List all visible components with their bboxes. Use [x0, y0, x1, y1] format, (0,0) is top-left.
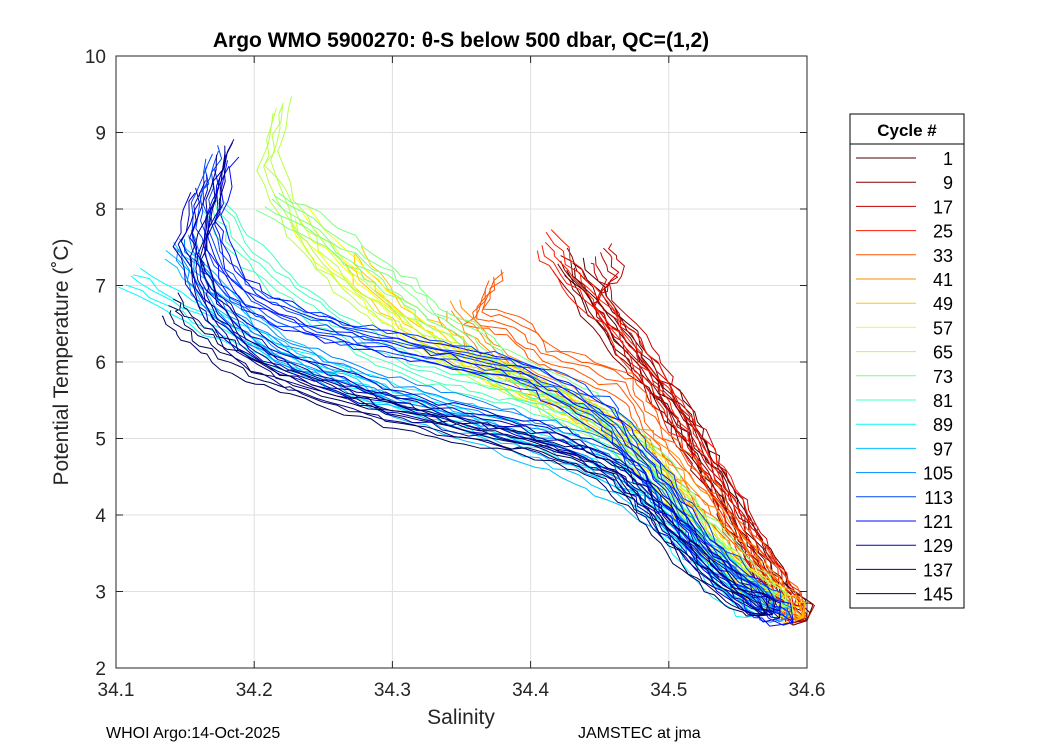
- x-axis-label: Salinity: [427, 706, 495, 729]
- series-line-cycle-25: [545, 231, 805, 619]
- series-lines: [118, 96, 815, 627]
- y-tick-label: 10: [85, 47, 106, 68]
- series-line-cycle-129: [189, 180, 781, 619]
- series-line-cycle-25: [541, 245, 805, 619]
- y-tick-label: 4: [95, 506, 106, 527]
- series-line-cycle-73: [271, 198, 787, 609]
- series-line-cycle-129: [191, 174, 781, 619]
- y-tick-label: 8: [95, 200, 106, 221]
- series-line-cycle-33: [482, 269, 805, 619]
- series-line-cycle-17: [596, 252, 808, 620]
- legend-label: 121: [923, 512, 953, 532]
- legend-label: 113: [924, 488, 953, 508]
- series-line-cycle-121: [214, 160, 794, 623]
- series-line-cycle-25: [550, 229, 805, 619]
- series-line-cycle-121: [214, 165, 794, 623]
- x-tick-label: 34.6: [789, 680, 826, 701]
- y-tick-label: 3: [95, 583, 106, 604]
- legend-label: 41: [933, 270, 953, 290]
- series-line-cycle-89: [118, 286, 759, 618]
- series-line-cycle-137: [195, 151, 773, 615]
- legend-label: 73: [933, 367, 953, 387]
- series-line-cycle-145: [172, 298, 766, 615]
- legend-label: 65: [933, 343, 953, 363]
- y-axis-label: Potential Temperature (˚C): [50, 238, 73, 485]
- legend-label: 1: [943, 149, 953, 169]
- legend-box: [849, 113, 965, 609]
- y-tick-label: 6: [95, 353, 106, 374]
- legend-label: 89: [933, 415, 953, 435]
- series-line-cycle-145: [177, 292, 770, 615]
- series-line-cycle-137: [189, 154, 773, 617]
- legend-label: 9: [943, 173, 953, 193]
- series-line-cycle-129: [180, 187, 780, 619]
- series-line-cycle-137: [204, 139, 777, 615]
- series-line-cycle-129: [172, 192, 780, 623]
- series-line-cycle-113: [195, 158, 780, 612]
- series-line-cycle-41: [459, 299, 806, 618]
- series-line-cycle-25: [536, 250, 805, 621]
- y-tick-label: 9: [95, 124, 106, 145]
- series-line-cycle-33: [476, 276, 805, 619]
- series-line-cycle-73: [278, 192, 788, 609]
- y-tick-label: 7: [95, 277, 106, 298]
- series-line-cycle-33: [481, 272, 805, 619]
- legend-label: 25: [933, 222, 953, 242]
- chart-title: Argo WMO 5900270: θ-S below 500 dbar, QC…: [213, 29, 709, 52]
- axis-ticks: 34.1 34.2 34.3 34.4 34.5 34.6 2 3 4 5 6 7 8 9 10: [85, 47, 826, 701]
- legend-label: 57: [933, 318, 953, 338]
- footer-credit: JAMSTEC at jma: [578, 725, 701, 742]
- y-tick-label: 2: [95, 659, 106, 680]
- legend-entries: 1 9 17 25 33 41 49 57 65 73 81 89 97 105 113 121 129 137 1…: [856, 149, 953, 605]
- legend-label: 97: [933, 439, 953, 459]
- series-line-cycle-145: [168, 305, 766, 615]
- series-line-cycle-113: [202, 150, 780, 611]
- series-line-cycle-145: [169, 310, 766, 615]
- x-tick-label: 34.5: [650, 680, 687, 701]
- footer-source-date: WHOI Argo:14-Oct-2025: [106, 725, 281, 742]
- x-tick-label: 34.4: [512, 680, 549, 701]
- legend-label: 33: [933, 246, 953, 266]
- y-tick-label: 5: [95, 430, 106, 451]
- series-line-cycle-121: [203, 169, 794, 627]
- x-tick-label: 34.1: [98, 680, 135, 701]
- legend-label: 17: [933, 197, 953, 217]
- x-tick-label: 34.3: [374, 680, 411, 701]
- legend-label: 81: [933, 391, 953, 411]
- legend-label: 49: [933, 294, 953, 314]
- legend-title: Cycle #: [877, 121, 937, 140]
- series-line-cycle-33: [472, 280, 805, 619]
- x-tick-label: 34.2: [236, 680, 273, 701]
- legend-label: 145: [923, 585, 953, 605]
- series-line-cycle-121: [220, 156, 794, 623]
- series-line-cycle-145: [161, 315, 766, 617]
- legend-label: 105: [923, 464, 953, 484]
- legend: Cycle # 1 9 17 25 33 41 49 57 65 73 81 89 97 105 113 12…: [849, 113, 965, 609]
- legend-label: 129: [923, 536, 953, 556]
- legend-label: 137: [923, 560, 953, 580]
